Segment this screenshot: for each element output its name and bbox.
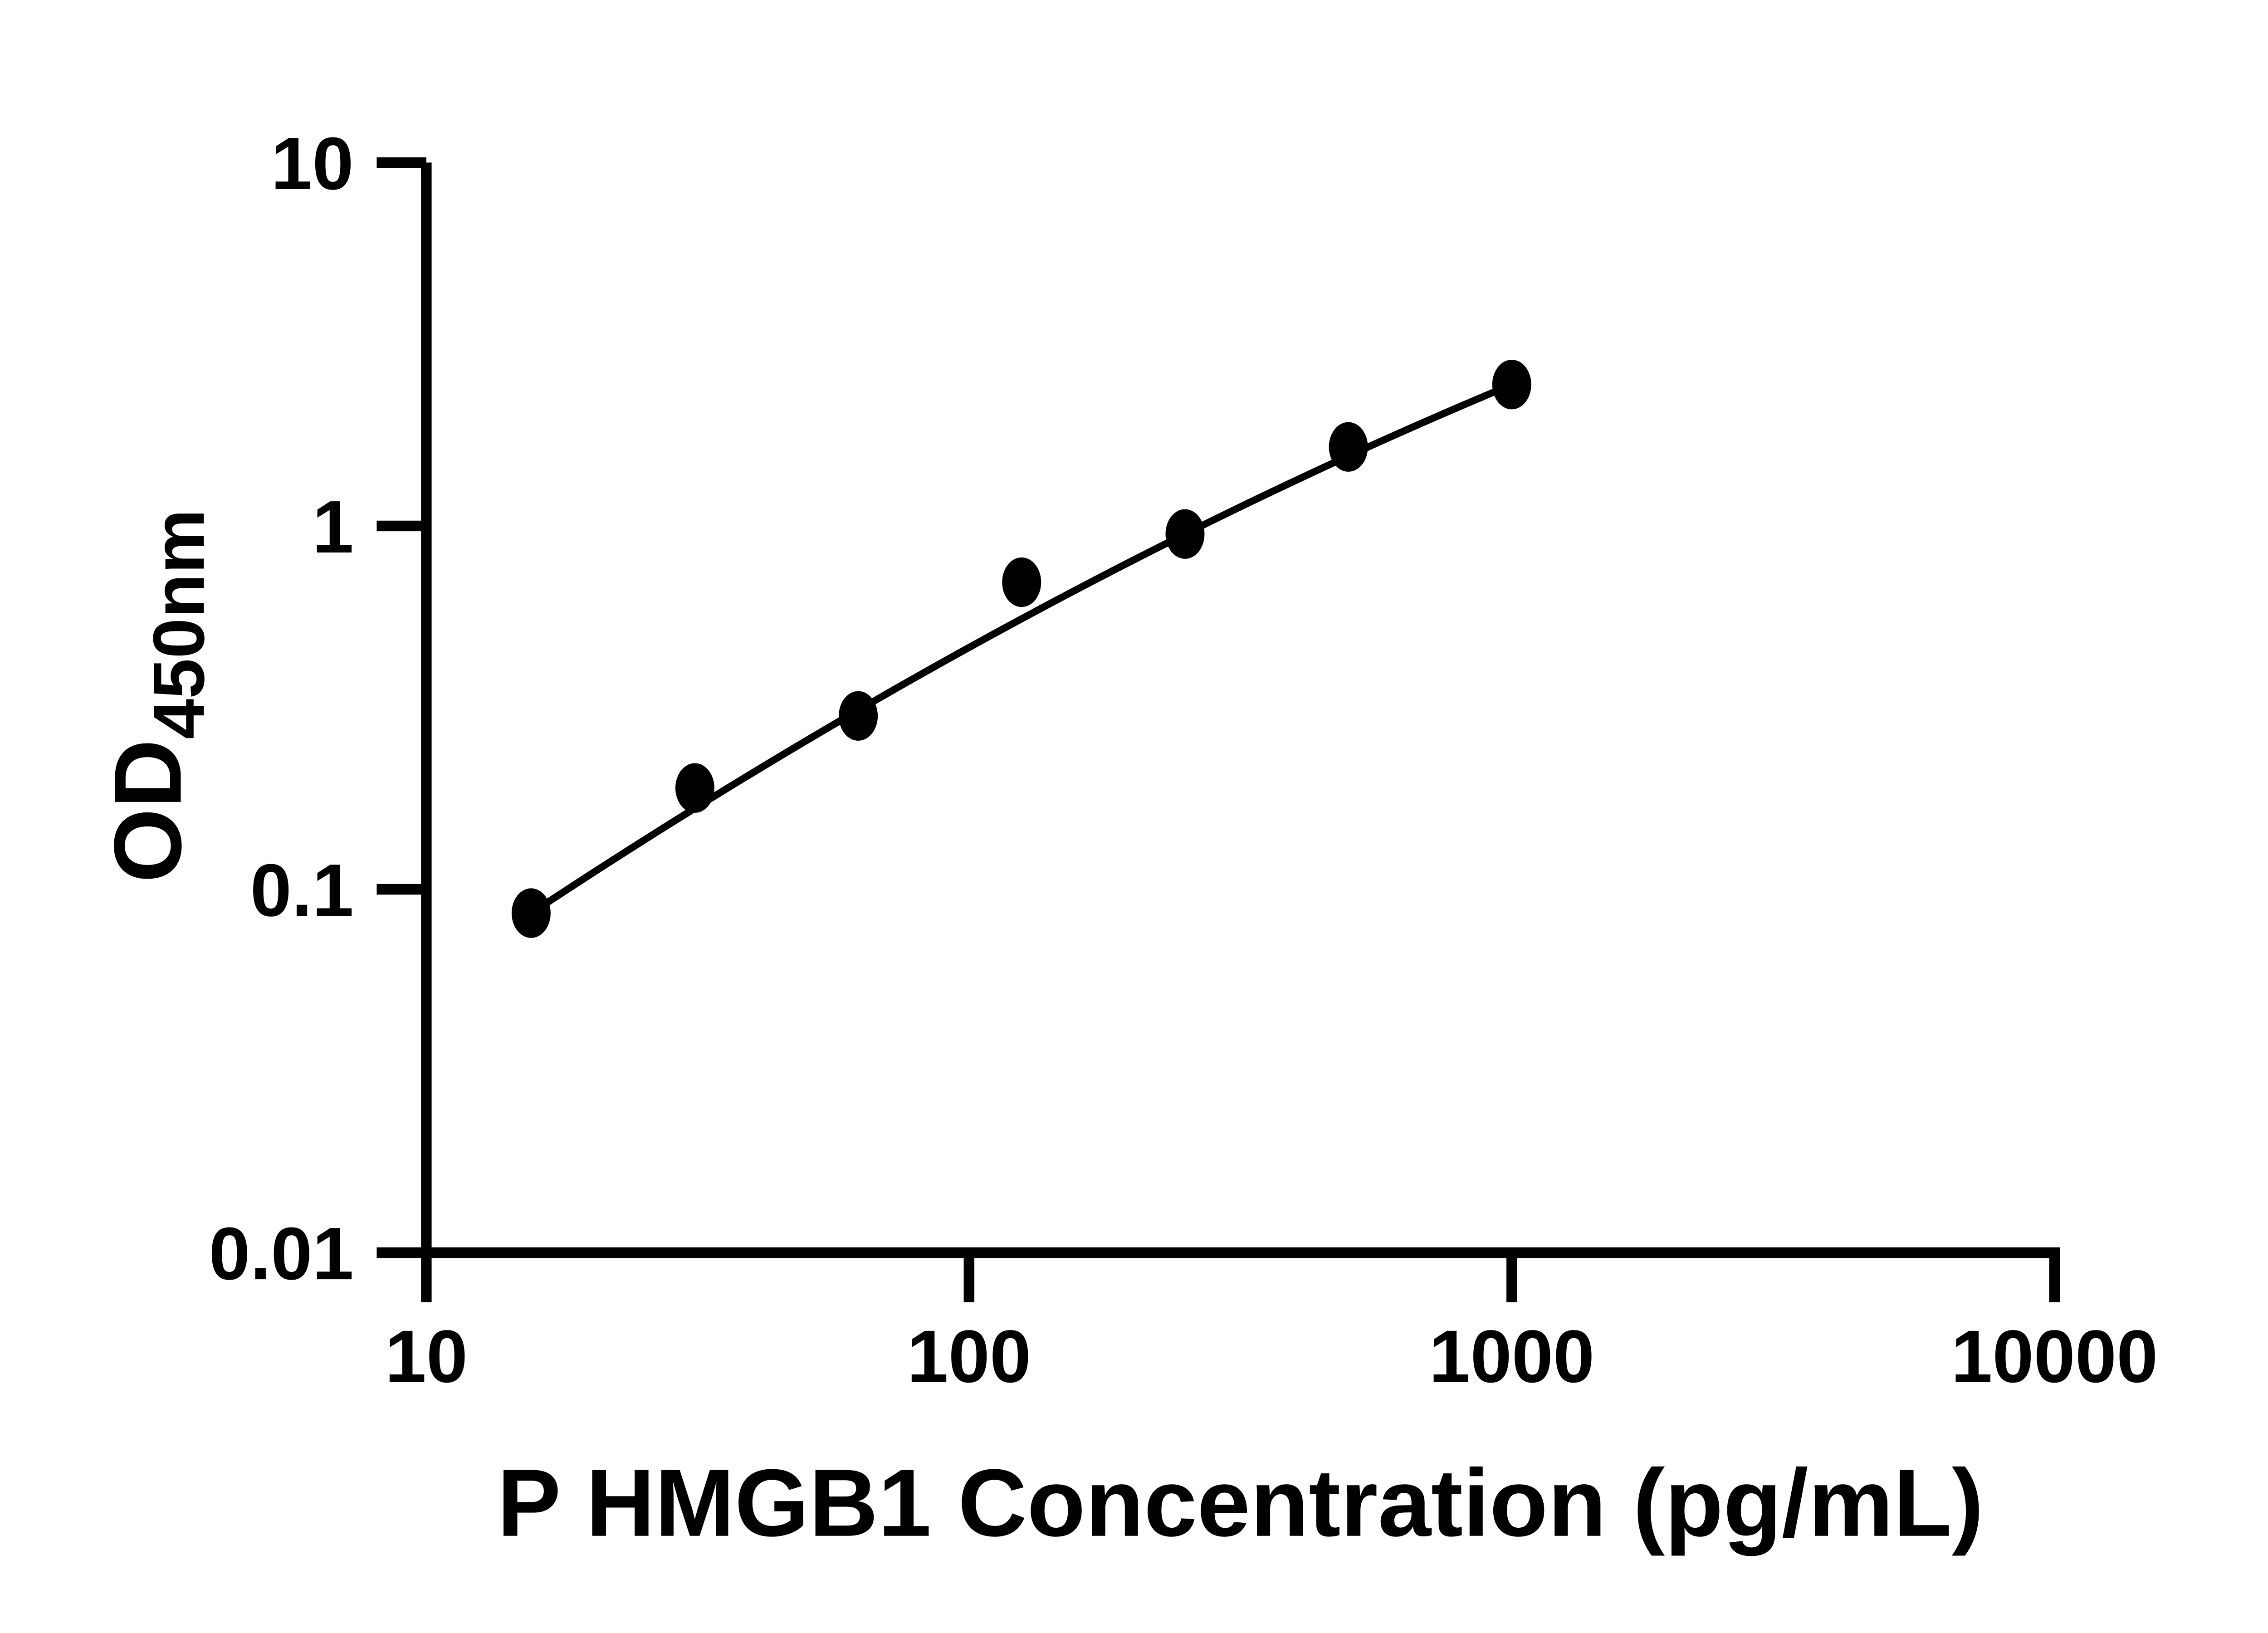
fit-curve: [528, 381, 1515, 917]
y-tick-label: 0.1: [250, 848, 354, 932]
y-tick-label: 10: [271, 122, 353, 205]
y-tick-label: 0.01: [209, 1212, 353, 1295]
data-point-marker: [839, 691, 878, 741]
x-tick-label: 100: [907, 1315, 1031, 1398]
x-axis-title: P HMGB1 Concentration (pg/mL): [497, 1449, 1984, 1556]
data-point-marker: [675, 763, 714, 813]
x-tick-label: 10: [385, 1315, 468, 1398]
data-point-marker: [1329, 422, 1368, 472]
y-axis-title-subscript: 450nm: [138, 509, 219, 739]
data-point-marker: [1492, 360, 1531, 410]
data-point-marker: [1002, 557, 1041, 607]
y-axis-title-main: OD: [94, 739, 201, 883]
x-tick-label: 10000: [1951, 1315, 2158, 1398]
chart-canvas: 10 1 0.1 0.01 10 100 1000 10000 P HMGB1 Concentr…: [0, 19, 2268, 1614]
y-axis-title: OD450nm: [94, 509, 219, 883]
x-tick-label: 1000: [1429, 1315, 1594, 1398]
y-tick-label: 1: [312, 485, 353, 568]
elisa-standard-curve-figure: 10 1 0.1 0.01 10 100 1000 10000 P HMGB1 Concentr…: [0, 19, 2268, 1614]
data-point-marker: [1165, 509, 1205, 559]
data-point-marker: [511, 888, 551, 938]
